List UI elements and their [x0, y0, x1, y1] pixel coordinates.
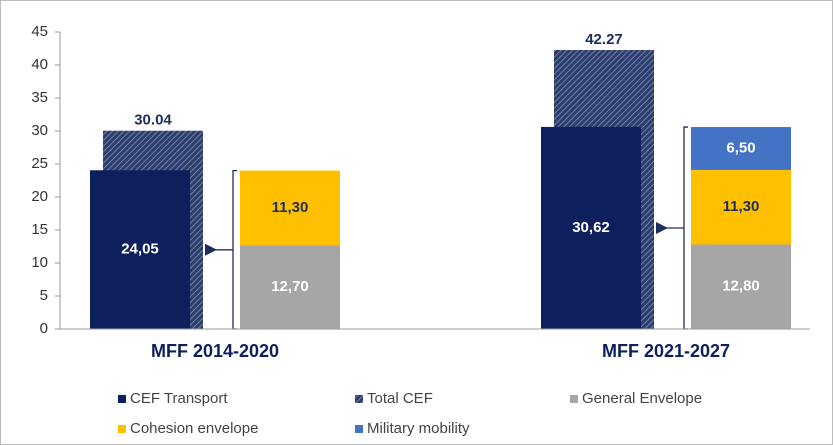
value-label: 11,30	[272, 199, 309, 216]
value-label: 42.27	[585, 31, 623, 48]
bar	[691, 244, 791, 329]
x-tick-label: MFF 2021-2027	[602, 341, 730, 361]
y-tick-label: 40	[31, 56, 48, 73]
arrow-head	[656, 222, 668, 235]
bar	[240, 245, 340, 329]
value-label: 6,50	[726, 139, 755, 156]
bar	[541, 126, 641, 330]
legend-label: Military mobility	[367, 420, 470, 437]
y-tick-label: 25	[31, 155, 48, 172]
legend-swatch	[118, 395, 126, 403]
legend-swatch	[355, 395, 363, 403]
legend-label: Cohesion envelope	[130, 420, 258, 437]
y-tick-label: 20	[31, 188, 48, 205]
legend-swatch	[570, 395, 578, 403]
y-tick-label: 5	[40, 287, 48, 304]
y-tick-label: 0	[40, 320, 48, 337]
bar	[240, 170, 340, 246]
value-label: 24,05	[121, 241, 159, 258]
y-tick-label: 15	[31, 221, 48, 238]
legend-label: General Envelope	[582, 390, 702, 407]
y-tick-label: 30	[31, 122, 48, 139]
value-label: 30,62	[572, 219, 610, 236]
value-label: 12,80	[722, 278, 760, 295]
value-label: 11,30	[723, 198, 760, 215]
legend-label: Total CEF	[367, 390, 433, 407]
x-tick-label: MFF 2014-2020	[151, 341, 279, 361]
y-tick-label: 45	[31, 23, 48, 40]
legend-label: CEF Transport	[130, 390, 228, 407]
legend-swatch	[118, 425, 126, 433]
value-label: 30.04	[134, 112, 172, 129]
value-label: 12,70	[271, 278, 309, 295]
legend-swatch	[355, 425, 363, 433]
bar	[691, 169, 791, 245]
arrow-head	[205, 243, 217, 256]
y-tick-label: 35	[31, 89, 48, 106]
y-tick-label: 10	[31, 254, 48, 271]
bar	[90, 170, 190, 329]
bar	[691, 127, 791, 170]
